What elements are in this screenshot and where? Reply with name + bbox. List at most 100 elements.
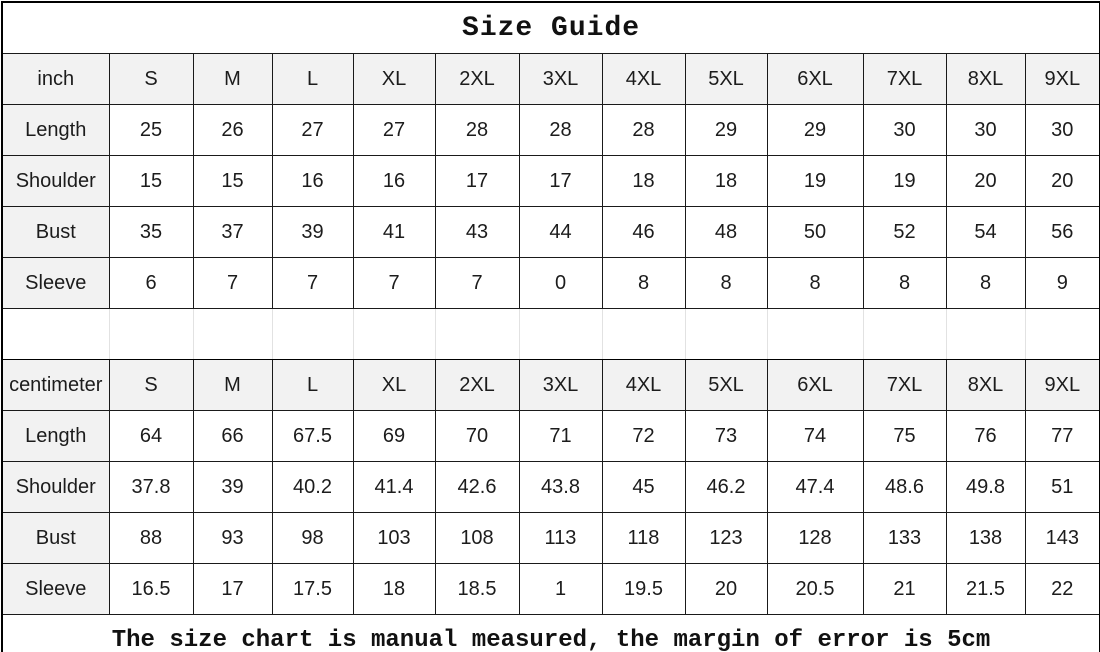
- size-value: 18: [684, 155, 768, 207]
- row-label: Length: [1, 410, 110, 462]
- size-value: 0: [518, 257, 603, 309]
- size-value: 16.5: [108, 563, 194, 615]
- size-value: 7: [271, 257, 354, 309]
- size-table-body: inch S M L XL 2XL 3XL 4XL 5XL 6XL 7XL 8XL 9XL Length 2…: [1, 53, 1100, 615]
- size-header: 5XL: [684, 359, 768, 411]
- size-value: 73: [684, 410, 768, 462]
- size-value: 51: [1024, 461, 1100, 513]
- size-value: 28: [601, 104, 686, 156]
- size-value: 69: [352, 410, 436, 462]
- row-label: Bust: [1, 512, 110, 564]
- size-value: 8: [601, 257, 686, 309]
- size-value: 7: [434, 257, 520, 309]
- measure-row-bust-inch: Bust 35 37 39 41 43 44 46 48 50 52 54 56: [1, 206, 1100, 258]
- row-label: Sleeve: [1, 257, 110, 309]
- size-header: S: [108, 53, 194, 105]
- spacer-cell: [684, 308, 768, 360]
- size-value: 43: [434, 206, 520, 258]
- size-value: 70: [434, 410, 520, 462]
- size-header: 4XL: [601, 53, 686, 105]
- size-value: 128: [766, 512, 864, 564]
- size-value: 48: [684, 206, 768, 258]
- size-header: 7XL: [862, 359, 947, 411]
- size-value: 19: [766, 155, 864, 207]
- unit-label: inch: [1, 53, 110, 105]
- size-value: 123: [684, 512, 768, 564]
- size-value: 6: [108, 257, 194, 309]
- size-value: 46: [601, 206, 686, 258]
- size-value: 138: [945, 512, 1026, 564]
- size-header: 6XL: [766, 53, 864, 105]
- page-title: Size Guide: [1, 1, 1100, 54]
- size-value: 20.5: [766, 563, 864, 615]
- size-value: 16: [271, 155, 354, 207]
- size-value: 9: [1024, 257, 1100, 309]
- size-value: 18: [352, 563, 436, 615]
- size-value: 22: [1024, 563, 1100, 615]
- size-value: 8: [766, 257, 864, 309]
- spacer-cell: [601, 308, 686, 360]
- size-value: 41: [352, 206, 436, 258]
- size-header: L: [271, 359, 354, 411]
- size-value: 41.4: [352, 461, 436, 513]
- measure-row-shoulder-centimeter: Shoulder 37.8 39 40.2 41.4 42.6 43.8 45 46.2 47.4…: [1, 461, 1100, 513]
- size-header: 6XL: [766, 359, 864, 411]
- size-header: 2XL: [434, 53, 520, 105]
- row-label: Shoulder: [1, 155, 110, 207]
- size-value: 7: [352, 257, 436, 309]
- size-header-row-centimeter: centimeter S M L XL 2XL 3XL 4XL 5XL 6XL 7XL 8XL 9XL: [1, 359, 1100, 411]
- size-value: 46.2: [684, 461, 768, 513]
- unit-label: centimeter: [1, 359, 110, 411]
- size-value: 35: [108, 206, 194, 258]
- size-header: 3XL: [518, 359, 603, 411]
- size-value: 17: [434, 155, 520, 207]
- title-row: Size Guide: [1, 1, 1100, 54]
- size-value: 44: [518, 206, 603, 258]
- size-value: 42.6: [434, 461, 520, 513]
- size-value: 47.4: [766, 461, 864, 513]
- row-label: Shoulder: [1, 461, 110, 513]
- size-value: 40.2: [271, 461, 354, 513]
- size-header: 9XL: [1024, 53, 1100, 105]
- size-value: 17: [518, 155, 603, 207]
- size-value: 48.6: [862, 461, 947, 513]
- size-value: 17.5: [271, 563, 354, 615]
- size-value: 30: [862, 104, 947, 156]
- size-value: 8: [862, 257, 947, 309]
- size-value: 45: [601, 461, 686, 513]
- size-value: 72: [601, 410, 686, 462]
- size-value: 66: [192, 410, 273, 462]
- size-value: 8: [684, 257, 768, 309]
- size-value: 108: [434, 512, 520, 564]
- spacer-cell: [1, 308, 110, 360]
- row-label: Bust: [1, 206, 110, 258]
- size-value: 37.8: [108, 461, 194, 513]
- size-value: 74: [766, 410, 864, 462]
- size-value: 64: [108, 410, 194, 462]
- size-value: 29: [766, 104, 864, 156]
- size-header-row-inch: inch S M L XL 2XL 3XL 4XL 5XL 6XL 7XL 8XL 9XL: [1, 53, 1100, 105]
- size-value: 50: [766, 206, 864, 258]
- size-header: 5XL: [684, 53, 768, 105]
- size-value: 88: [108, 512, 194, 564]
- size-value: 37: [192, 206, 273, 258]
- size-value: 15: [192, 155, 273, 207]
- size-header: XL: [352, 359, 436, 411]
- size-value: 17: [192, 563, 273, 615]
- size-value: 27: [352, 104, 436, 156]
- size-header: 8XL: [945, 53, 1026, 105]
- size-value: 8: [945, 257, 1026, 309]
- size-value: 67.5: [271, 410, 354, 462]
- size-value: 113: [518, 512, 603, 564]
- size-value: 20: [1024, 155, 1100, 207]
- size-header: 9XL: [1024, 359, 1100, 411]
- size-value: 43.8: [518, 461, 603, 513]
- measure-row-sleeve-centimeter: Sleeve 16.5 17 17.5 18 18.5 1 19.5 20 20.5 21 21.5 2…: [1, 563, 1100, 615]
- size-header: 2XL: [434, 359, 520, 411]
- spacer-cell: [518, 308, 603, 360]
- size-value: 71: [518, 410, 603, 462]
- size-value: 16: [352, 155, 436, 207]
- spacer-cell: [862, 308, 947, 360]
- footer-row: The size chart is manual measured, the m…: [1, 614, 1100, 652]
- size-value: 1: [518, 563, 603, 615]
